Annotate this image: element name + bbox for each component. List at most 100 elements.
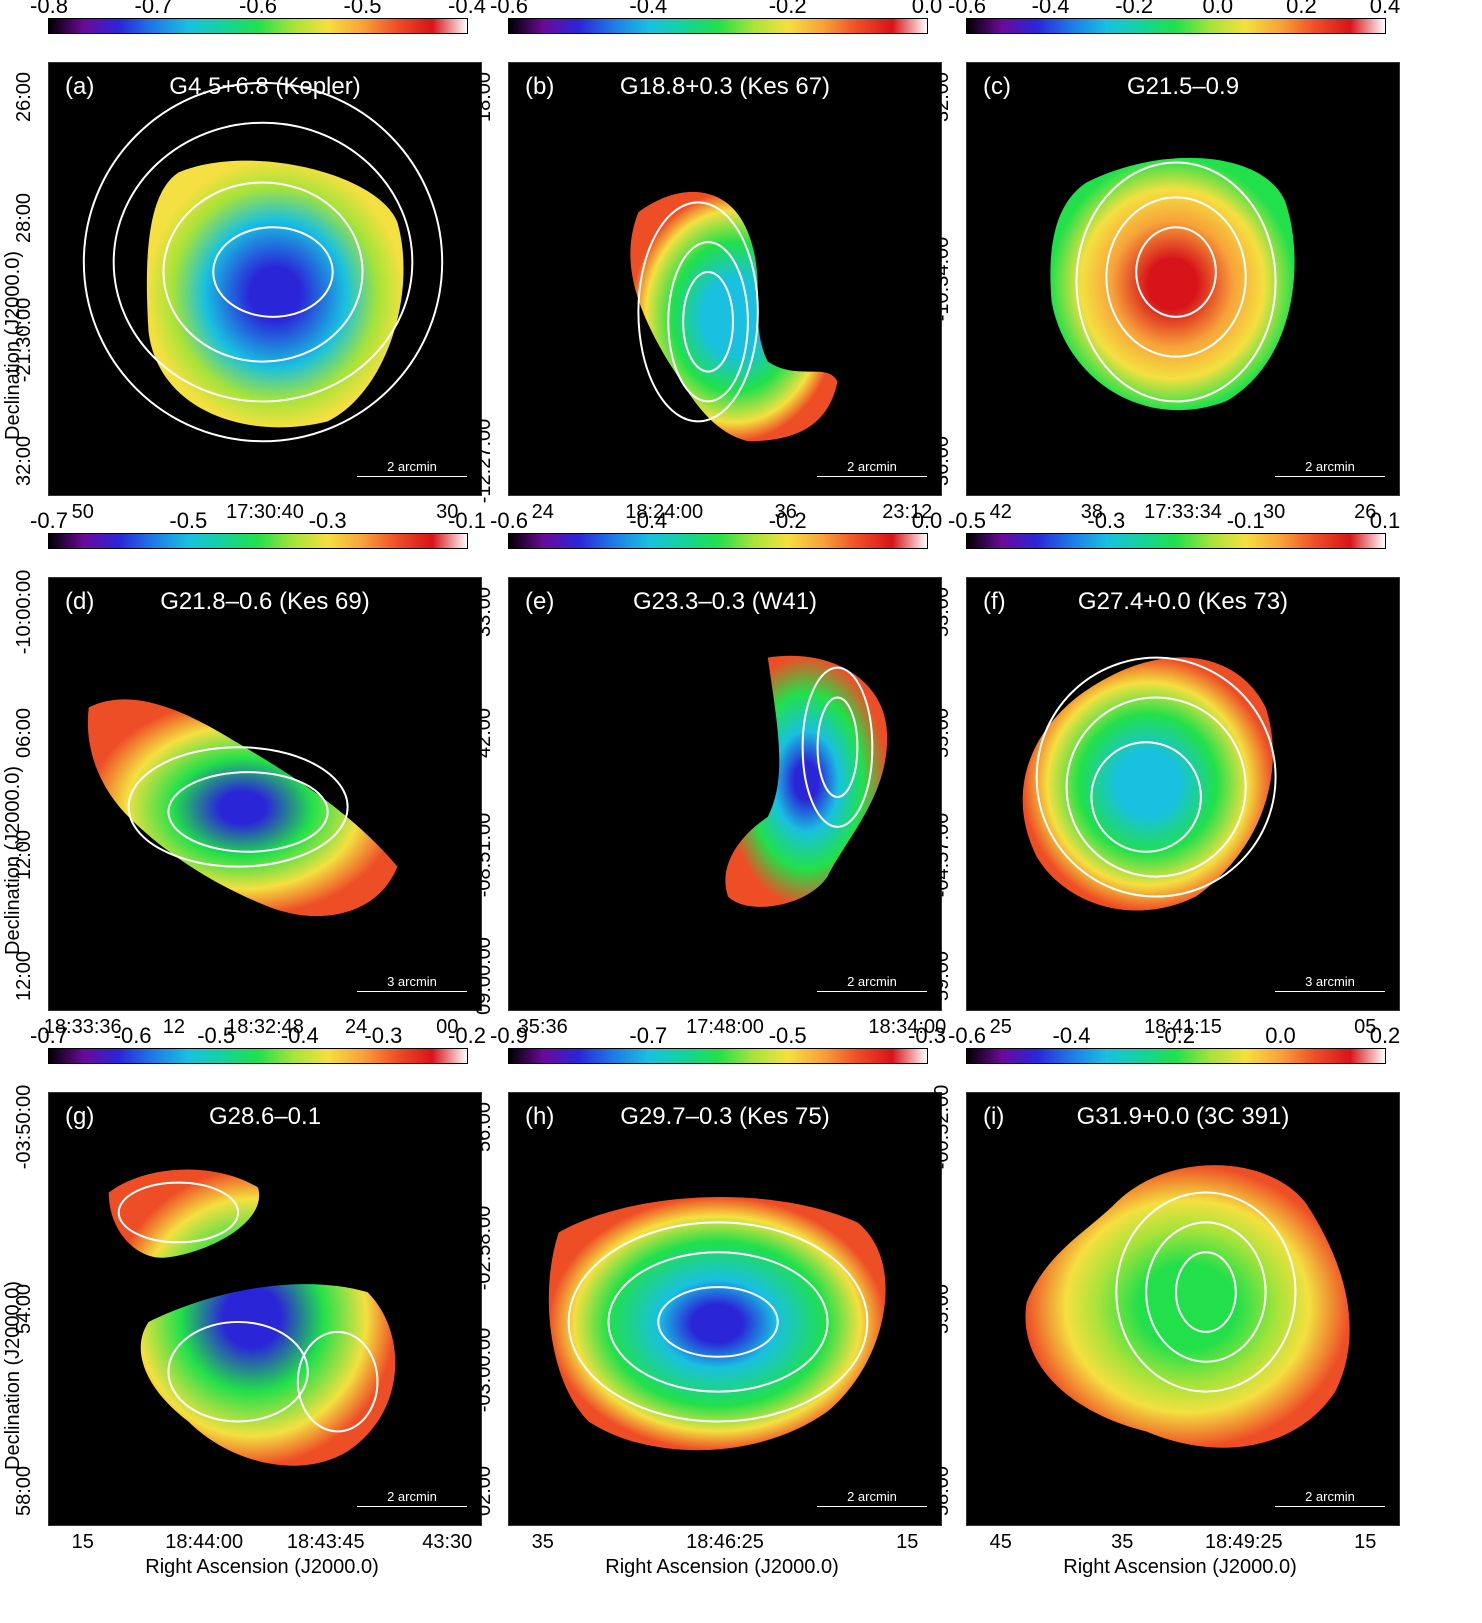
spectral-index-region [146,160,404,428]
scale-bar-label: 2 arcmin [1305,1489,1355,1504]
emission-map [630,191,838,442]
intensity-contour [1090,741,1202,853]
panel-title: G31.9+0.0 (3C 391) [1076,1103,1290,1130]
colorbar-tick-label: -0.1 [1226,508,1265,533]
x-tick-label: 45 [989,1531,1012,1553]
intensity-contour [567,1221,869,1423]
intensity-contour [1105,196,1247,358]
panel-label: (i) [983,1103,1005,1130]
emission-map [1022,656,1277,911]
plot-image: (e) G23.3–0.3 (W41) 2 arcmin [508,577,942,1011]
panel-title: G29.7–0.3 (Kes 75) [620,1103,830,1130]
panel-title: G21.5–0.9 [1126,73,1240,100]
colorbar: -0.8 -0.7 -0.6 -0.5 -0.4 [30,0,486,34]
colorbar-tick-label: -0.7 [134,0,173,18]
x-axis-ticks: 35:36 17:48:00 18:34:00 [508,1015,947,1041]
y-tick-label: 58:00 [931,1466,953,1517]
scale-bar-line [1275,991,1385,992]
intensity-contour [657,1286,779,1358]
y-tick-label: -08:51:00 [473,812,495,898]
colorbar-tick-label: 0.2 [1369,1023,1401,1048]
colorbar-tick-label: -0.2 [768,508,807,533]
y-tick-label: -03:50:00 [13,1084,35,1169]
scale-bar: 2 arcmin [1275,459,1385,477]
colorbar-tick-label: 0.2 [1286,0,1317,18]
y-axis-ticks: 56:00 -02:58:00 -03:00:00 02:00 [472,1092,502,1526]
scale-bar: 2 arcmin [357,1489,467,1507]
scale-bar-line [357,991,467,992]
x-axis-ticks: 24 18:24:00 36 23:12 [508,500,942,526]
plot-image: (b) G18.8+0.3 (Kes 67) 2 arcmin [508,62,942,496]
colorbar-tick-label: -0.5 [169,508,208,533]
plot-image: (c) G21.5–0.9 2 arcmin [966,62,1400,496]
x-tick-label: 18:33:36 [43,1016,122,1038]
y-tick-label: 36:00 [931,436,953,487]
panel-label: (f) [983,588,1006,615]
scale-bar-label: 2 arcmin [1305,459,1355,474]
plot-image: (d) G21.8–0.6 (Kes 69) 3 arcmin [48,577,482,1011]
x-tick-label: 18:46:25 [686,1531,764,1553]
colorbar-tick-label: -0.3 [908,1023,946,1048]
scale-bar-line [357,476,467,477]
panel-title: G4.5+6.8 (Kepler) [169,73,361,100]
spectral-index-region [1022,657,1273,911]
y-axis-title: Declination (J2000.0) [2,766,24,955]
colorbar-tick-label: -0.3 [308,508,347,533]
y-axis-title: Declination (J2000.0) [2,1281,24,1470]
colorbar-tick-label: -0.7 [30,1023,68,1048]
colorbar-tick-label: -0.6 [948,1023,986,1048]
y-tick-label: 02:00 [473,1466,495,1517]
emission-map [87,699,398,917]
colorbar: -0.9 -0.7 -0.5 -0.3 [490,1025,946,1064]
intensity-contour [607,1251,829,1393]
intensity-contour [212,226,334,318]
colorbar-tick-label: -0.4 [1031,0,1070,18]
plot-image: (h) G29.7–0.3 (Kes 75) 2 arcmin [508,1092,942,1526]
x-axis-ticks: 15 18:44:00 18:43:45 43:30 [48,1530,482,1556]
intensity-contour [162,181,364,363]
panel-g: -0.7 -0.6 -0.5 -0.4 -0.3 -0.2 (g) G28.6–0.1 2 ar… [2,1025,492,1579]
scale-bar: 2 arcmin [1275,1489,1385,1507]
x-tick-label: 26 [1354,501,1377,523]
x-tick-label: 23:12 [882,501,933,523]
x-tick-label: 17:33:34 [1144,501,1222,523]
y-axis-ticks: 18:00 -12:27:00 [472,62,502,504]
x-tick-label: 42 [989,501,1012,523]
intensity-contour [1145,1221,1267,1363]
x-tick-label: 35 [1111,1531,1134,1553]
panel-a: -0.8 -0.7 -0.6 -0.5 -0.4 (a) G4.5+6.8 (Kepler)… [2,0,492,540]
scale-bar-label: 2 arcmin [847,1489,897,1504]
colorbar: -0.6 -0.4 -0.2 0.0 [490,510,942,549]
x-axis-title: Right Ascension (J2000.0) [145,1556,379,1578]
x-tick-label: 30 [436,501,459,523]
scale-bar-line [817,476,927,477]
x-tick-label: 15 [1354,1531,1377,1553]
emission-map [725,655,888,907]
y-tick-label: -03:00:00 [473,1327,495,1413]
scale-bar-line [817,1506,927,1507]
y-tick-label: 26:00 [13,71,35,122]
spectral-index-region [630,191,838,442]
x-tick-label: 18:24:00 [625,501,704,523]
y-tick-label: 32:00 [13,436,35,487]
panel-title: G21.8–0.6 (Kes 69) [160,588,370,615]
colorbar-tick-label: 0.0 [911,508,943,533]
spectral-index-region [1025,1165,1350,1448]
panel-label: (a) [65,73,95,100]
intensity-contour [117,1181,240,1244]
colorbar-tick-label: -0.3 [364,1023,403,1048]
colorbar-tick-label: -0.6 [490,508,528,533]
x-tick-label: 00 [436,1016,459,1038]
colorbar-tick-label: -0.4 [448,0,486,18]
panel-b: -0.6 -0.4 -0.2 0.0 (b) G18.8+0.3 (Kes 67) 2 ar… [473,0,952,540]
x-tick-label: 30 [1263,501,1286,523]
y-tick-label: -10:34:00 [931,236,953,322]
y-tick-label: 58:00 [13,1466,35,1517]
y-axis-ticks: 32:00 -10:34:00 36:00 [930,62,960,496]
scale-bar: 2 arcmin [817,1489,927,1507]
intensity-contour [1065,696,1247,878]
x-tick-label: 18:32:48 [226,1016,304,1038]
scale-bar-label: 3 arcmin [387,974,437,989]
emission-map [82,81,444,443]
colorbar-tick-label: -0.4 [629,508,668,533]
